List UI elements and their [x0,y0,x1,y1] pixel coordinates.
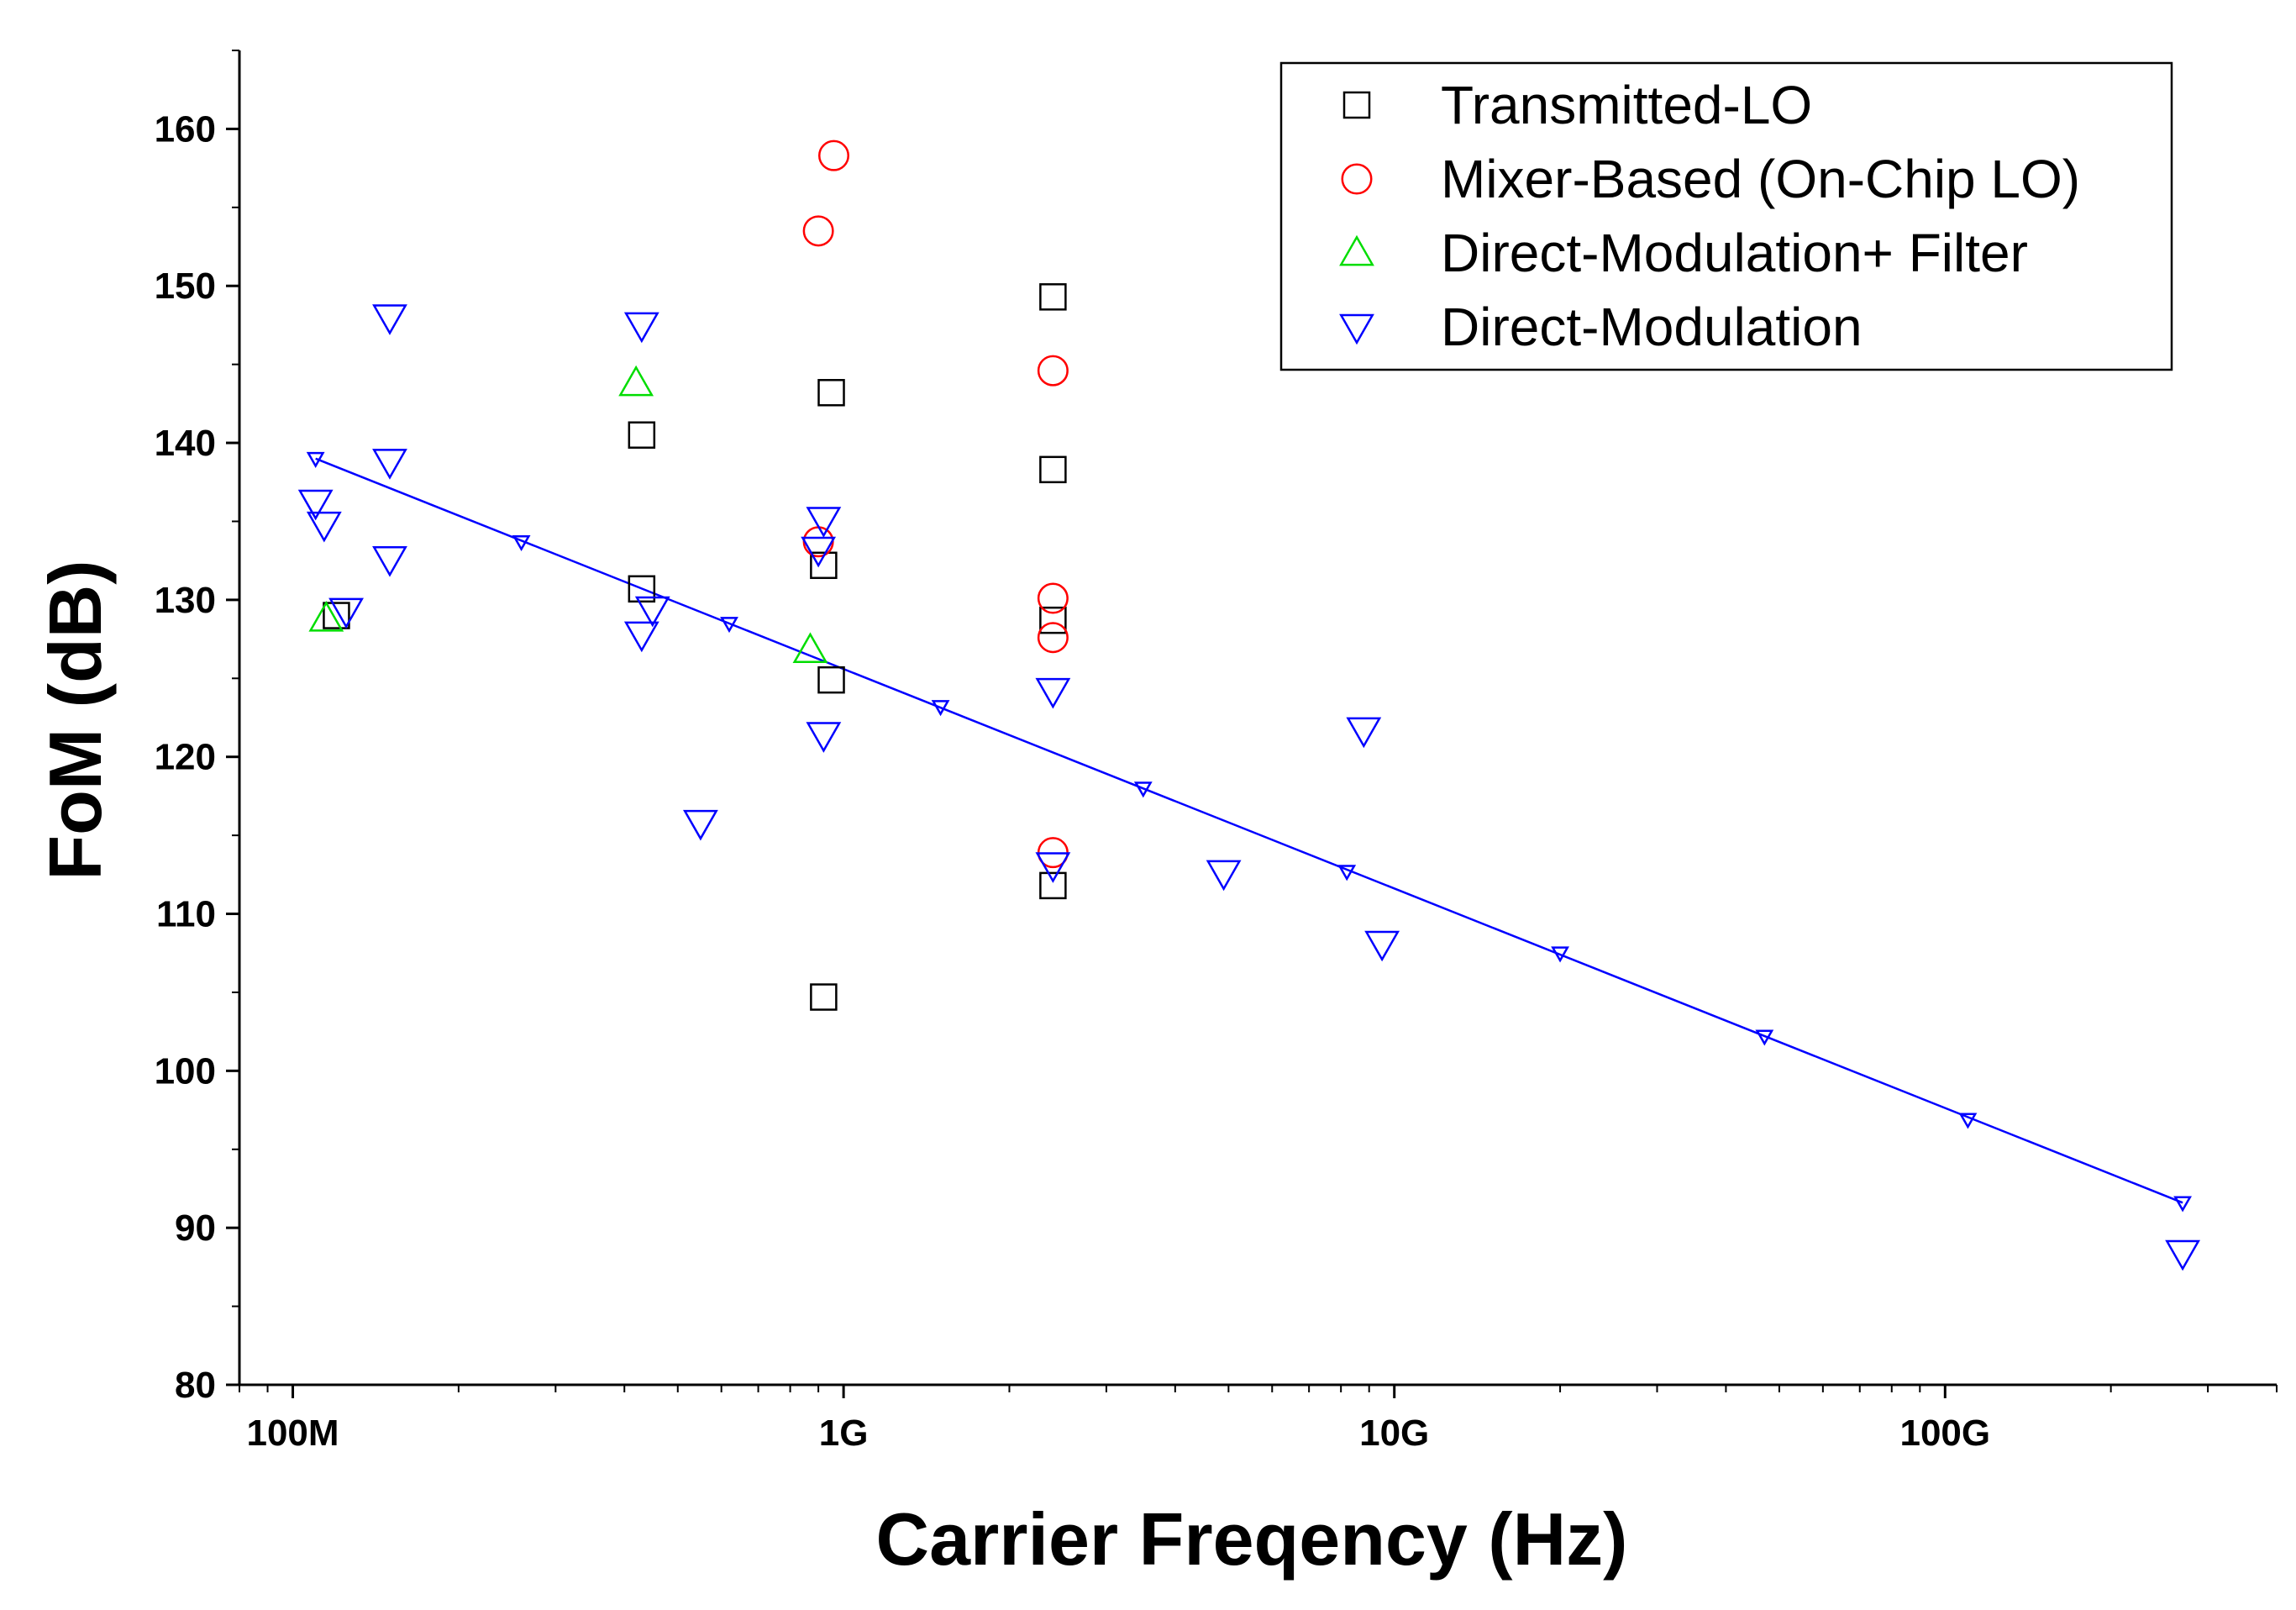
data-point [634,596,670,628]
data-point [323,602,350,629]
legend-label: Transmitted-LO [1441,75,1812,135]
data-point [1035,852,1071,883]
fit-line-group [306,451,2192,1213]
fit-point [512,534,531,552]
data-point [806,507,842,538]
data-point [1037,622,1069,654]
data-point [628,421,656,449]
data-point [810,983,838,1011]
data-point [308,601,344,632]
data-point [1039,455,1067,484]
fit-line [315,457,2183,1204]
data-point [328,597,364,629]
x-tick-label: 100G [1899,1413,1990,1454]
fit-point [1551,946,1569,963]
data-point [1037,355,1069,387]
legend-box [1279,61,2173,371]
y-tick-label: 140 [155,423,216,464]
y-tick-label: 90 [175,1208,216,1249]
legend-marker [1342,91,1371,119]
x-tick-label: 100M [246,1413,339,1454]
fit-point [306,451,325,469]
data-point [801,536,837,568]
data-point [1035,677,1071,709]
fit-point [2173,1196,2192,1213]
fit-point [931,700,950,717]
data-point [810,551,838,580]
data-point [802,215,834,247]
y-tick-label: 120 [155,737,216,778]
data-point [623,621,659,653]
legend: Transmitted-LO Mixer-Based (On-Chip LO) Di… [1279,61,2173,371]
data-point [683,809,718,841]
data-point [1364,930,1400,962]
data-point [806,722,842,753]
y-axis-title: FoM (dB) [34,560,117,880]
legend-marker [1339,234,1374,266]
y-tick-label: 110 [156,894,216,935]
y-tick-label: 150 [155,266,216,307]
x-tick-label: 1G [819,1413,869,1454]
axes: 80 90 100 110 120 130 140 150 160 100M 1G 10G 100G [155,50,2278,1454]
y-tick-label: 130 [155,580,216,621]
data-point [297,489,334,521]
data-point [372,545,407,577]
data-point [1346,717,1382,749]
data-point [372,449,407,480]
data-point [2165,1239,2200,1271]
legend-label: Direct-Modulation+ Filter [1441,223,2028,283]
series-4 [297,304,2200,1271]
data-point [1039,871,1067,900]
fit-point [1958,1113,1978,1129]
data-point [1039,283,1067,311]
data-points [297,139,2200,1271]
fit-point [1337,865,1357,881]
x-axis-title: Carrier Freqency (Hz) [876,1497,1628,1581]
fit-point [720,617,738,634]
data-point [817,379,845,407]
data-point [623,312,659,344]
x-tick-label: 10G [1359,1413,1429,1454]
series-3 [308,365,828,663]
data-point [817,666,845,694]
data-point [1037,582,1069,614]
fit-point [1755,1029,1774,1046]
legend-label: Mixer-Based (On-Chip LO) [1441,149,2080,209]
data-point [817,139,849,171]
data-point [792,632,828,663]
data-point [372,304,407,335]
legend-label: Direct-Modulation [1441,297,1863,357]
legend-marker [1341,163,1373,195]
fit-point [1133,781,1153,798]
series-1 [323,283,1067,1011]
data-point [1039,606,1067,634]
y-tick-label: 100 [155,1050,216,1092]
data-point [628,575,656,603]
y-tick-label: 80 [175,1365,216,1406]
y-tick-label: 160 [155,108,216,150]
data-point [306,511,342,543]
data-point [618,365,654,397]
data-point [1206,860,1242,892]
legend-marker [1339,313,1374,345]
